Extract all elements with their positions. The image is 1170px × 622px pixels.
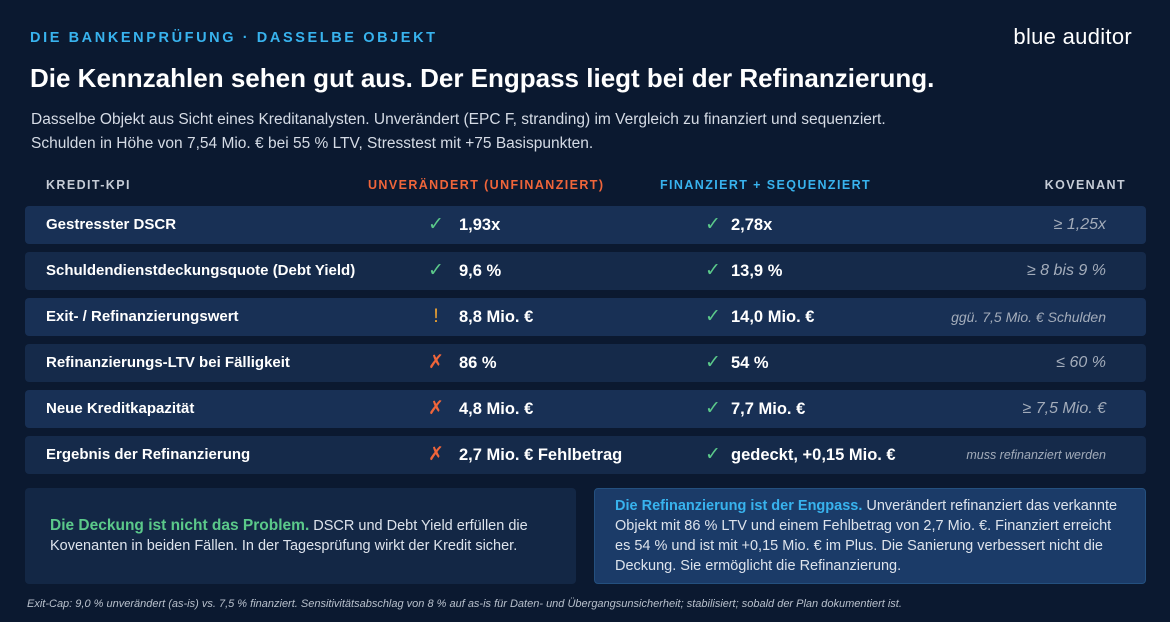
kpi-label: Exit- / Refinanzierungswert [46, 308, 239, 325]
callout-refinancing: Die Refinanzierung ist der Engpass. Unve… [594, 488, 1146, 584]
unchanged-value: 9,6 % [459, 262, 502, 280]
unchanged-value: 8,8 Mio. € [459, 308, 534, 326]
brand-logo: blue auditor [1013, 24, 1132, 49]
covenant-value: ≥ 1,25x [1053, 216, 1106, 233]
unchanged-cross-icon: ✗ [428, 444, 444, 465]
kpi-label: Ergebnis der Refinanzierung [46, 446, 251, 463]
table-row: Exit- / Refinanzierungswert! 8,8 Mio. € ✓ 1… [25, 298, 1146, 336]
unchanged-check-icon: ✓ [428, 214, 444, 235]
unchanged-cross-icon: ✗ [428, 398, 444, 419]
unchanged-value: 4,8 Mio. € [459, 400, 534, 418]
covenant-value: ggü. 7,5 Mio. € Schulden [951, 309, 1106, 325]
unchanged-exclamation-icon: ! [433, 306, 439, 327]
callout-refinancing-body: Unverändert refinanziert das verkannte O… [615, 498, 1118, 574]
financed-check-icon: ✓ [705, 444, 721, 465]
page-title: Die Kennzahlen sehen gut aus. Der Engpas… [30, 63, 935, 93]
covenant-value: muss refinanziert werden [966, 448, 1106, 462]
callout-refinancing-lead: Die Refinanzierung ist der Engpass. [615, 498, 863, 514]
table-row: Refinanzierungs-LTV bei Fälligkeit ✗ 86 % ✓… [25, 344, 1146, 382]
financed-value: 14,0 Mio. € [731, 308, 815, 326]
unchanged-value: 2,7 Mio. € Fehlbetrag [459, 446, 623, 464]
column-header-covenant: KOVENANT [1044, 178, 1126, 192]
financed-check-icon: ✓ [705, 214, 721, 235]
eyebrow: DIE BANKENPRÜFUNG · DASSELBE OBJEKT [30, 30, 438, 46]
footnote: Exit-Cap: 9,0 % unverändert (as-is) vs. … [27, 598, 902, 610]
column-header-unchanged: UNVERÄNDERT (UNFINANZIERT) [368, 178, 605, 192]
table-row: Neue Kreditkapazität ✗ 4,8 Mio. € ✓ 7,7 Mio.… [25, 390, 1146, 428]
unchanged-value: 1,93x [459, 216, 501, 234]
financed-value: 13,9 % [731, 262, 783, 280]
financed-check-icon: ✓ [705, 260, 721, 281]
kpi-label: Refinanzierungs-LTV bei Fälligkeit [46, 354, 290, 371]
subtitle-line-1: Dasselbe Objekt aus Sicht eines Kreditan… [31, 111, 886, 128]
financed-value: 2,78x [731, 216, 773, 234]
subtitle-line-2: Schulden in Höhe von 7,54 Mio. € bei 55 … [31, 135, 594, 152]
table-row: Ergebnis der Refinanzierung ✗ 2,7 Mio. € F… [25, 436, 1146, 474]
callout-coverage: Die Deckung ist nicht das Problem. DSCR … [25, 488, 576, 584]
financed-check-icon: ✓ [705, 352, 721, 373]
covenant-value: ≤ 60 % [1056, 354, 1106, 371]
financed-value: 7,7 Mio. € [731, 400, 806, 418]
table-row: Gestresster DSCR ✓ 1,93x ✓ 2,78x ≥ 1,25x [25, 206, 1146, 244]
covenant-value: ≥ 7,5 Mio. € [1022, 400, 1106, 417]
kpi-label: Gestresster DSCR [46, 216, 177, 233]
column-header-financed: FINANZIERT + SEQUENZIERT [660, 178, 872, 192]
financed-check-icon: ✓ [705, 306, 721, 327]
unchanged-value: 86 % [459, 354, 497, 372]
covenant-value: ≥ 8 bis 9 % [1026, 262, 1106, 279]
unchanged-check-icon: ✓ [428, 260, 444, 281]
financed-check-icon: ✓ [705, 398, 721, 419]
callout-coverage-lead: Die Deckung ist nicht das Problem. [50, 517, 310, 534]
kpi-label: Schuldendienstdeckungsquote (Debt Yield) [46, 262, 356, 279]
unchanged-cross-icon: ✗ [428, 352, 444, 373]
kpi-label: Neue Kreditkapazität [46, 400, 195, 417]
table-row: Schuldendienstdeckungsquote (Debt Yield)… [25, 252, 1146, 290]
financed-value: gedeckt, +0,15 Mio. € [731, 446, 896, 464]
callout-coverage-body: DSCR und Debt Yield erfüllen die Kovenan… [50, 518, 528, 554]
financed-value: 54 % [731, 354, 769, 372]
subtitle: Dasselbe Objekt aus Sicht eines Kreditan… [31, 108, 931, 156]
column-header-kpi: KREDIT-KPI [46, 178, 131, 192]
